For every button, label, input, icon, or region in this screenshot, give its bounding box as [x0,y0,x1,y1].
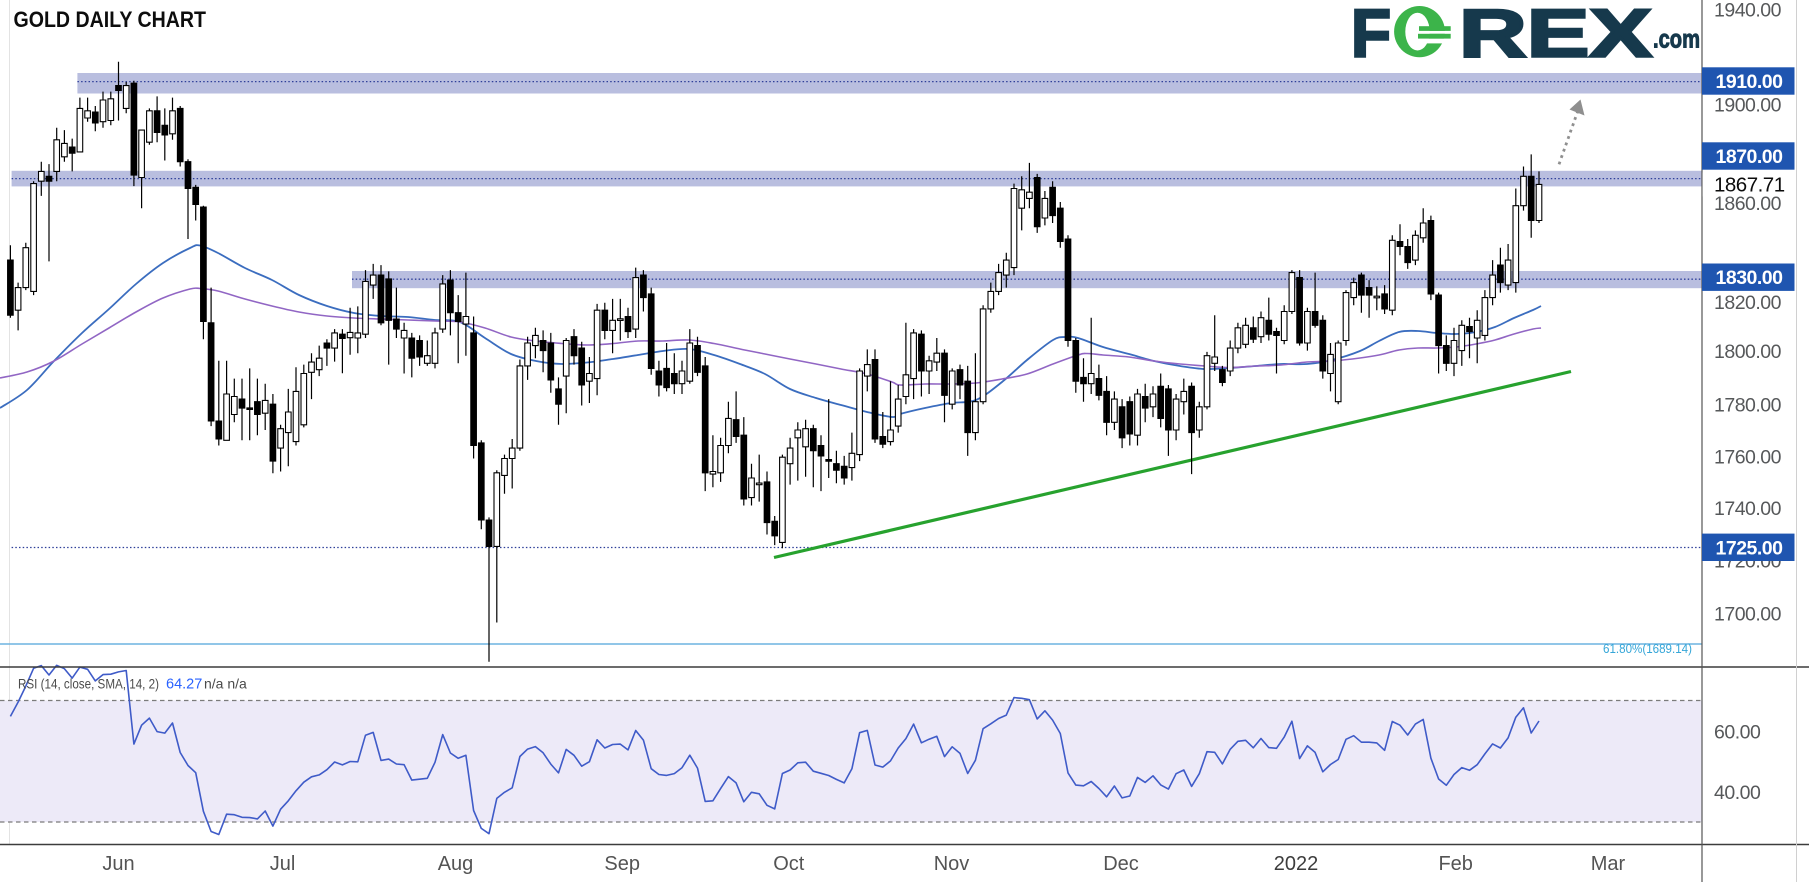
svg-text:REX: REX [1459,0,1652,72]
svg-text:2022: 2022 [1274,853,1319,875]
svg-text:60.00: 60.00 [1714,721,1761,743]
svg-text:1725.00: 1725.00 [1716,537,1784,559]
svg-text:1830.00: 1830.00 [1716,267,1784,289]
svg-text:1820.00: 1820.00 [1714,292,1782,314]
svg-text:1780.00: 1780.00 [1714,394,1782,416]
svg-text:1900.00: 1900.00 [1714,94,1782,116]
svg-text:1740.00: 1740.00 [1714,498,1782,520]
svg-text:1760.00: 1760.00 [1714,446,1782,468]
svg-text:Aug: Aug [438,853,474,875]
svg-text:1860.00: 1860.00 [1714,193,1782,215]
svg-text:Oct: Oct [773,853,805,875]
svg-text:1870.00: 1870.00 [1716,146,1784,168]
svg-text:Jul: Jul [270,853,296,875]
svg-text:61.80%(1689.14): 61.80%(1689.14) [1603,641,1692,656]
svg-text:1700.00: 1700.00 [1714,603,1782,625]
svg-text:n/a n/a: n/a n/a [204,676,247,692]
svg-text:GOLD DAILY CHART: GOLD DAILY CHART [14,7,207,32]
svg-text:1940.00: 1940.00 [1714,0,1782,21]
svg-text:1867.71: 1867.71 [1714,174,1785,197]
svg-text:Jun: Jun [102,853,134,875]
svg-text:Feb: Feb [1438,853,1472,875]
svg-text:Mar: Mar [1591,853,1626,875]
svg-text:1800.00: 1800.00 [1714,341,1782,363]
svg-text:Dec: Dec [1103,853,1139,875]
svg-text:Nov: Nov [934,853,970,875]
svg-text:RSI (14, close, SMA, 14, 2): RSI (14, close, SMA, 14, 2) [18,677,159,692]
svg-text:F: F [1351,0,1391,72]
svg-text:Sep: Sep [604,853,640,875]
svg-text:1910.00: 1910.00 [1716,71,1784,93]
svg-text:40.00: 40.00 [1714,782,1761,804]
svg-text:64.27: 64.27 [166,677,202,693]
svg-text:.com: .com [1653,24,1700,54]
